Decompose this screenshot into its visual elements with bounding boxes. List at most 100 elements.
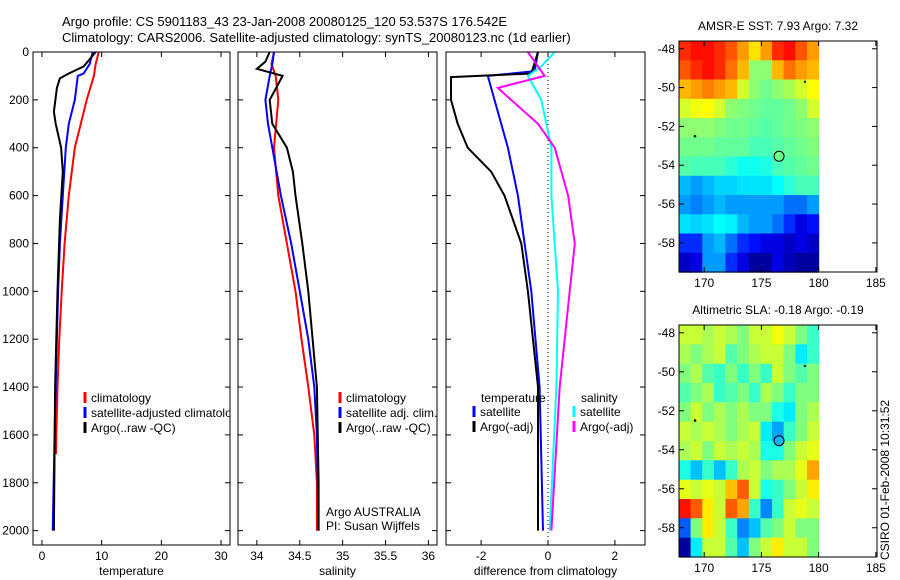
heatmap-cell <box>679 518 692 539</box>
heatmap-cell <box>795 344 808 365</box>
heatmap-cell <box>713 79 727 100</box>
heatmap-cell <box>748 344 761 365</box>
heatmap-cell <box>725 137 738 158</box>
heatmap-cell <box>713 156 727 177</box>
heatmap-cells <box>679 41 820 273</box>
heatmap-cell <box>679 118 692 138</box>
y-tick-label: 0 <box>22 45 29 59</box>
heatmap-cell <box>772 363 785 384</box>
legend-label: climatology <box>346 391 406 405</box>
heatmap-cell <box>690 79 703 100</box>
heatmap-cell <box>737 175 750 196</box>
heatmap-cell <box>702 137 715 158</box>
heatmap-cell <box>702 175 715 196</box>
heatmap-cell <box>772 252 785 273</box>
heatmap-cell <box>679 421 692 442</box>
heatmap-cell <box>725 79 738 100</box>
x-tick-label: 170 <box>694 276 714 290</box>
heatmap-cell <box>679 79 692 100</box>
heatmap-cell <box>795 98 808 119</box>
heatmap-cell <box>748 156 761 177</box>
heatmap-cell <box>679 344 692 365</box>
heatmap-cell <box>702 441 715 461</box>
heatmap-cell <box>702 518 715 539</box>
heatmap-cell <box>725 383 738 403</box>
heatmap-cell <box>702 60 715 81</box>
heatmap-cell <box>690 137 703 158</box>
heatmap-cell <box>679 460 692 481</box>
heatmap-cell <box>748 214 761 235</box>
axes-frame <box>237 51 438 546</box>
heatmap-cell <box>795 325 808 345</box>
heatmap-cell <box>748 383 761 403</box>
title-line-2: Climatology: CARS2006. Satellite-adjuste… <box>62 30 571 45</box>
y-tick-label: -48 <box>658 326 676 340</box>
heatmap-cell <box>679 60 692 81</box>
heatmap-cell <box>748 41 761 61</box>
legend-label: Argo(..raw -QC) <box>91 421 176 435</box>
annotation-text: PI: Susan Wijffels <box>326 519 420 533</box>
y-tick-label: 600 <box>9 189 29 203</box>
heatmap-cell <box>795 214 808 235</box>
heatmap-cell <box>807 460 820 481</box>
heatmap-cell <box>737 537 750 558</box>
heatmap-cell <box>690 537 703 558</box>
heatmap-cell <box>690 460 703 481</box>
heatmap-cell <box>690 441 703 461</box>
heatmap-cell <box>737 402 750 423</box>
heatmap-cell <box>713 41 727 61</box>
heatmap-cell <box>807 537 820 558</box>
heatmap-cell <box>679 499 692 519</box>
heatmap-cell <box>725 402 738 423</box>
heatmap-cell <box>713 233 727 254</box>
heatmap-cell <box>702 195 715 215</box>
series-line-salinity-satellite <box>526 52 560 531</box>
heatmap-cell <box>679 402 692 423</box>
series-line-salinity-argo-adj- <box>495 52 576 531</box>
heatmap-cell <box>760 252 773 273</box>
heatmap-cell <box>737 60 750 81</box>
heatmap-cell <box>795 41 808 61</box>
argo-location-marker <box>773 150 785 162</box>
heatmap-cell <box>690 383 703 403</box>
series-line-climatology <box>55 52 100 455</box>
heatmap-cell <box>748 79 761 100</box>
heatmap-cell <box>702 383 715 403</box>
heatmap-cell <box>702 479 715 500</box>
heatmap-cell <box>679 233 692 254</box>
x-tick-label: 30 <box>214 549 228 563</box>
heatmap-cell <box>737 195 750 215</box>
heatmap-cell <box>748 252 761 273</box>
series-line-satellite-adj-clim- <box>264 52 320 531</box>
heatmap-cell <box>748 460 761 481</box>
argo-location-marker <box>773 435 785 447</box>
heatmap-cell <box>783 518 796 539</box>
heatmap-cell <box>772 325 785 345</box>
heatmap-cell <box>679 537 692 558</box>
heatmap-cell <box>783 137 796 158</box>
heatmap-cell <box>807 402 820 423</box>
legend-label: climatology <box>91 391 151 405</box>
heatmap-cell <box>725 60 738 81</box>
heatmap-cell <box>713 441 727 461</box>
panel-sal: 34 34.5 35 35.5 36 salinity climatologysatelli… <box>237 51 438 578</box>
heatmap-cell <box>725 421 738 442</box>
heatmap-cell <box>748 118 761 138</box>
heatmap-cell <box>795 118 808 138</box>
heatmap-cell <box>772 98 785 119</box>
heatmap-cell <box>725 233 738 254</box>
heatmap-cell <box>679 479 692 500</box>
heatmap-cell <box>772 233 785 254</box>
heatmap-cell <box>737 363 750 384</box>
y-tick-label: -50 <box>658 81 676 95</box>
heatmap-cell <box>783 214 796 235</box>
heatmap-cell <box>690 479 703 500</box>
heatmap-cell <box>690 233 703 254</box>
heatmap-cell <box>713 499 727 519</box>
heatmap-cell <box>772 214 785 235</box>
heatmap-cell <box>760 41 773 61</box>
heatmap-cell <box>807 137 820 158</box>
heatmap-cell <box>760 118 773 138</box>
heatmap-cell <box>725 499 738 519</box>
